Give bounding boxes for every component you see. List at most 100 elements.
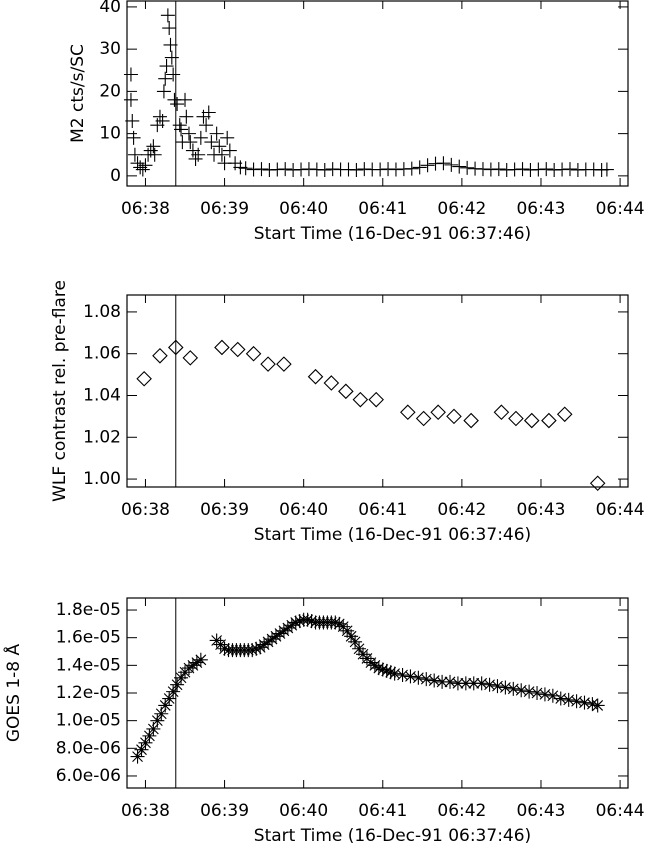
data-point xyxy=(182,350,199,366)
data-point xyxy=(172,118,187,133)
data-point xyxy=(515,162,530,177)
data-point xyxy=(344,629,359,644)
data-point xyxy=(539,162,554,177)
x-tick-label: 06:43 xyxy=(516,801,565,821)
y-tick-label: 10 xyxy=(99,124,121,144)
data-point xyxy=(338,383,354,400)
x-axis-label: Start Time (16-Dec-91 06:37:46) xyxy=(254,826,531,846)
x-tick-label: 06:38 xyxy=(121,199,170,219)
data-point xyxy=(214,147,229,162)
data-point xyxy=(146,721,161,736)
data-point xyxy=(260,356,276,372)
x-tick-label: 06:41 xyxy=(358,199,407,219)
data-point xyxy=(159,59,174,74)
y-axis-label: WLF contrast rel. pre-flare xyxy=(50,280,70,502)
data-point xyxy=(147,147,162,162)
data-point xyxy=(590,698,605,713)
data-point xyxy=(174,122,189,137)
x-tick-label: 06:41 xyxy=(358,500,407,520)
x-tick-label: 06:38 xyxy=(121,500,170,520)
data-point xyxy=(300,612,315,627)
data-point xyxy=(185,658,200,673)
data-point xyxy=(233,160,248,175)
plot-frame xyxy=(126,0,629,187)
x-tick-label: 06:39 xyxy=(200,199,249,219)
data-point xyxy=(268,629,283,644)
data-point xyxy=(328,615,343,630)
y-tick-label: 40 xyxy=(99,0,121,17)
data-point xyxy=(589,475,606,492)
data-point xyxy=(599,162,614,177)
data-point xyxy=(181,661,196,676)
data-point xyxy=(134,742,149,757)
data-point xyxy=(577,695,592,710)
data-point xyxy=(166,67,181,82)
data-point xyxy=(179,109,194,124)
y-tick-label: 1.00 xyxy=(83,469,121,489)
y-tick-label: 1.0e-05 xyxy=(56,711,121,731)
data-point xyxy=(209,126,224,141)
data-point xyxy=(458,676,473,691)
data-point xyxy=(556,406,573,423)
data-point xyxy=(138,735,153,750)
data-point xyxy=(460,160,475,175)
data-point xyxy=(419,672,434,687)
data-point xyxy=(193,652,208,667)
data-point xyxy=(142,728,157,743)
data-point xyxy=(522,684,537,699)
x-tick-label: 06:44 xyxy=(596,199,645,219)
data-point xyxy=(307,368,324,385)
y-tick-label: 1.8e-05 xyxy=(56,600,121,620)
panel: 06:38 06:39 06:40 06:41 06:42 06:43 06:44 6.0e-… xyxy=(2,597,645,846)
x-tick-label: 06:40 xyxy=(279,801,328,821)
data-point xyxy=(276,356,292,372)
data-point xyxy=(143,143,158,158)
data-point xyxy=(214,339,230,356)
data-point xyxy=(340,623,355,638)
data-point xyxy=(375,662,390,677)
data-point xyxy=(222,143,237,158)
x-tick-label: 06:44 xyxy=(596,801,645,821)
x-axis-label: Start Time (16-Dec-91 06:37:46) xyxy=(254,525,531,545)
data-point xyxy=(493,404,510,420)
x-tick-label: 06:39 xyxy=(200,801,249,821)
data-point xyxy=(162,691,177,706)
data-point xyxy=(404,161,419,176)
data-point xyxy=(420,158,435,173)
data-point xyxy=(217,641,232,656)
y-tick-label: 0 xyxy=(110,166,121,186)
data-point xyxy=(562,162,577,177)
data-point xyxy=(261,634,276,649)
data-point xyxy=(272,626,287,641)
data-point xyxy=(450,676,465,691)
data-point xyxy=(482,677,497,692)
data-point xyxy=(183,135,198,150)
data-point xyxy=(498,680,513,695)
data-point xyxy=(463,412,479,429)
data-point xyxy=(363,655,378,670)
data-point xyxy=(400,404,416,420)
data-point xyxy=(367,658,382,673)
data-point xyxy=(152,348,168,364)
data-point xyxy=(245,345,262,362)
x-tick-label: 06:42 xyxy=(437,199,486,219)
data-point xyxy=(304,614,319,629)
data-point xyxy=(541,412,557,429)
data-point xyxy=(156,84,171,99)
data-point xyxy=(136,371,152,387)
data-point xyxy=(170,677,185,692)
data-point xyxy=(229,341,246,358)
data-point xyxy=(368,391,384,408)
data-point xyxy=(545,688,560,703)
y-axis-label: GOES 1-8 Å xyxy=(2,643,24,742)
data-point xyxy=(220,130,235,145)
data-point xyxy=(436,156,451,171)
data-point xyxy=(569,694,584,709)
x-tick-label: 06:40 xyxy=(279,199,328,219)
data-point xyxy=(292,614,307,629)
data-point xyxy=(415,410,432,427)
x-tick-label: 06:42 xyxy=(437,801,486,821)
data-point xyxy=(193,130,208,145)
data-point xyxy=(585,697,600,712)
